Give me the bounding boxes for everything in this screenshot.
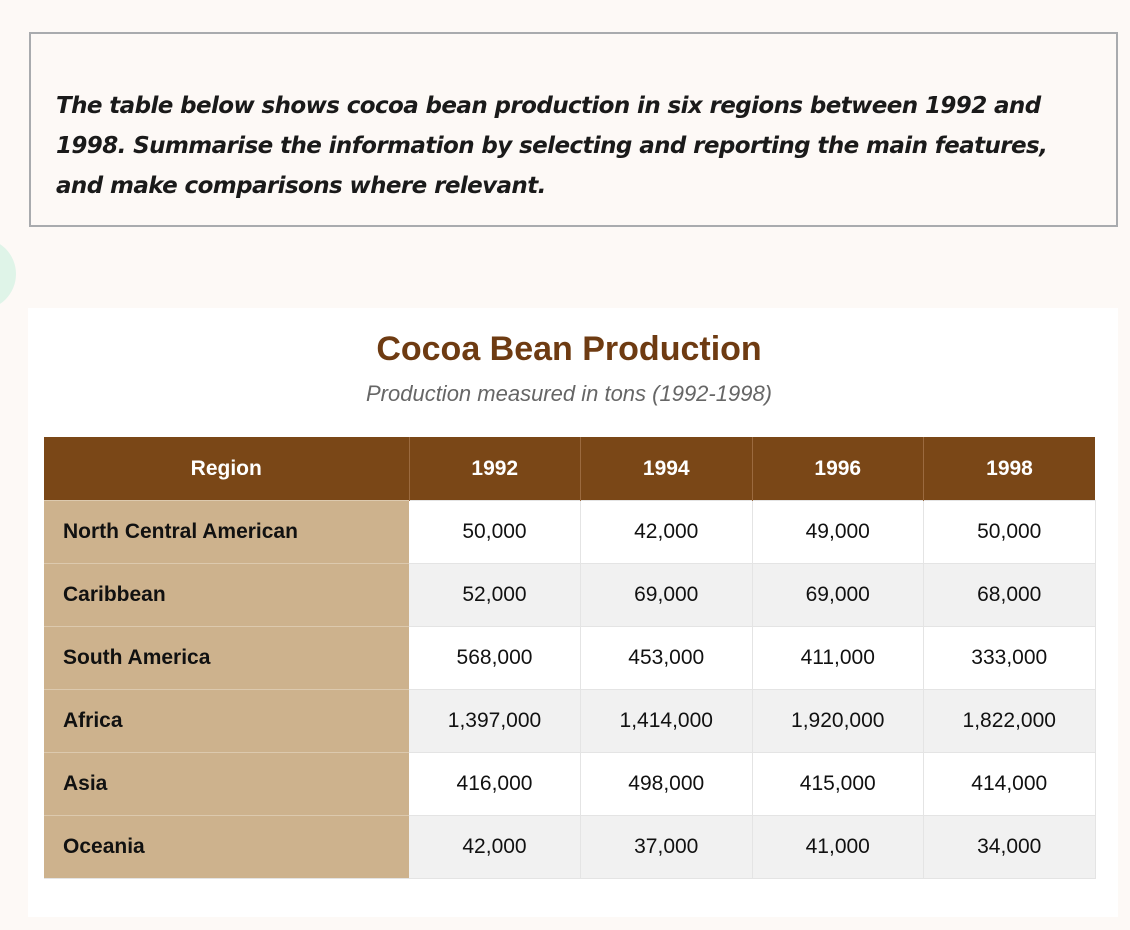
value-cell: 68,000	[923, 563, 1096, 627]
value-cell: 1,414,000	[580, 689, 753, 753]
value-cell: 453,000	[580, 626, 753, 690]
value-cell: 50,000	[409, 500, 581, 564]
value-cell: 37,000	[580, 815, 753, 879]
value-cell: 414,000	[923, 752, 1096, 816]
column-header-1992: 1992	[409, 437, 581, 501]
value-cell: 1,397,000	[409, 689, 581, 753]
value-cell: 568,000	[409, 626, 581, 690]
value-cell: 69,000	[752, 563, 924, 627]
task-prompt-box: The table below shows cocoa bean product…	[29, 32, 1118, 227]
value-cell: 42,000	[409, 815, 581, 879]
value-cell: 411,000	[752, 626, 924, 690]
production-table: Region 1992 1994 1996 1998 North Central…	[44, 437, 1096, 879]
chart-title: Cocoa Bean Production	[376, 330, 762, 368]
value-cell: 1,822,000	[923, 689, 1096, 753]
region-cell: Oceania	[44, 815, 409, 879]
table-row: Asia 416,000 498,000 415,000 414,000	[44, 752, 1096, 816]
table-header-row: Region 1992 1994 1996 1998	[44, 437, 1095, 501]
table-row: South America 568,000 453,000 411,000 33…	[44, 626, 1096, 690]
table-row: North Central American 50,000 42,000 49,…	[44, 500, 1096, 564]
side-tab[interactable]	[0, 238, 16, 310]
column-header-1998: 1998	[923, 437, 1095, 501]
value-cell: 49,000	[752, 500, 924, 564]
column-header-region: Region	[44, 437, 410, 501]
region-cell: South America	[44, 626, 409, 690]
value-cell: 69,000	[580, 563, 753, 627]
table-row: Caribbean 52,000 69,000 69,000 68,000	[44, 563, 1096, 627]
chart-card: Cocoa Bean Production Production measure…	[28, 308, 1118, 917]
value-cell: 50,000	[923, 500, 1096, 564]
value-cell: 498,000	[580, 752, 753, 816]
value-cell: 416,000	[409, 752, 581, 816]
region-cell: Asia	[44, 752, 409, 816]
value-cell: 1,920,000	[752, 689, 924, 753]
value-cell: 42,000	[580, 500, 753, 564]
value-cell: 333,000	[923, 626, 1096, 690]
value-cell: 34,000	[923, 815, 1096, 879]
chart-subtitle: Production measured in tons (1992-1998)	[365, 381, 773, 406]
region-cell: Africa	[44, 689, 409, 753]
value-cell: 41,000	[752, 815, 924, 879]
region-cell: Caribbean	[44, 563, 409, 627]
table-row: Africa 1,397,000 1,414,000 1,920,000 1,8…	[44, 689, 1096, 753]
region-cell: North Central American	[44, 500, 409, 564]
value-cell: 415,000	[752, 752, 924, 816]
column-header-1996: 1996	[752, 437, 924, 501]
value-cell: 52,000	[409, 563, 581, 627]
task-prompt-text: The table below shows cocoa bean product…	[56, 93, 1048, 199]
table-row: Oceania 42,000 37,000 41,000 34,000	[44, 815, 1096, 879]
column-header-1994: 1994	[580, 437, 753, 501]
